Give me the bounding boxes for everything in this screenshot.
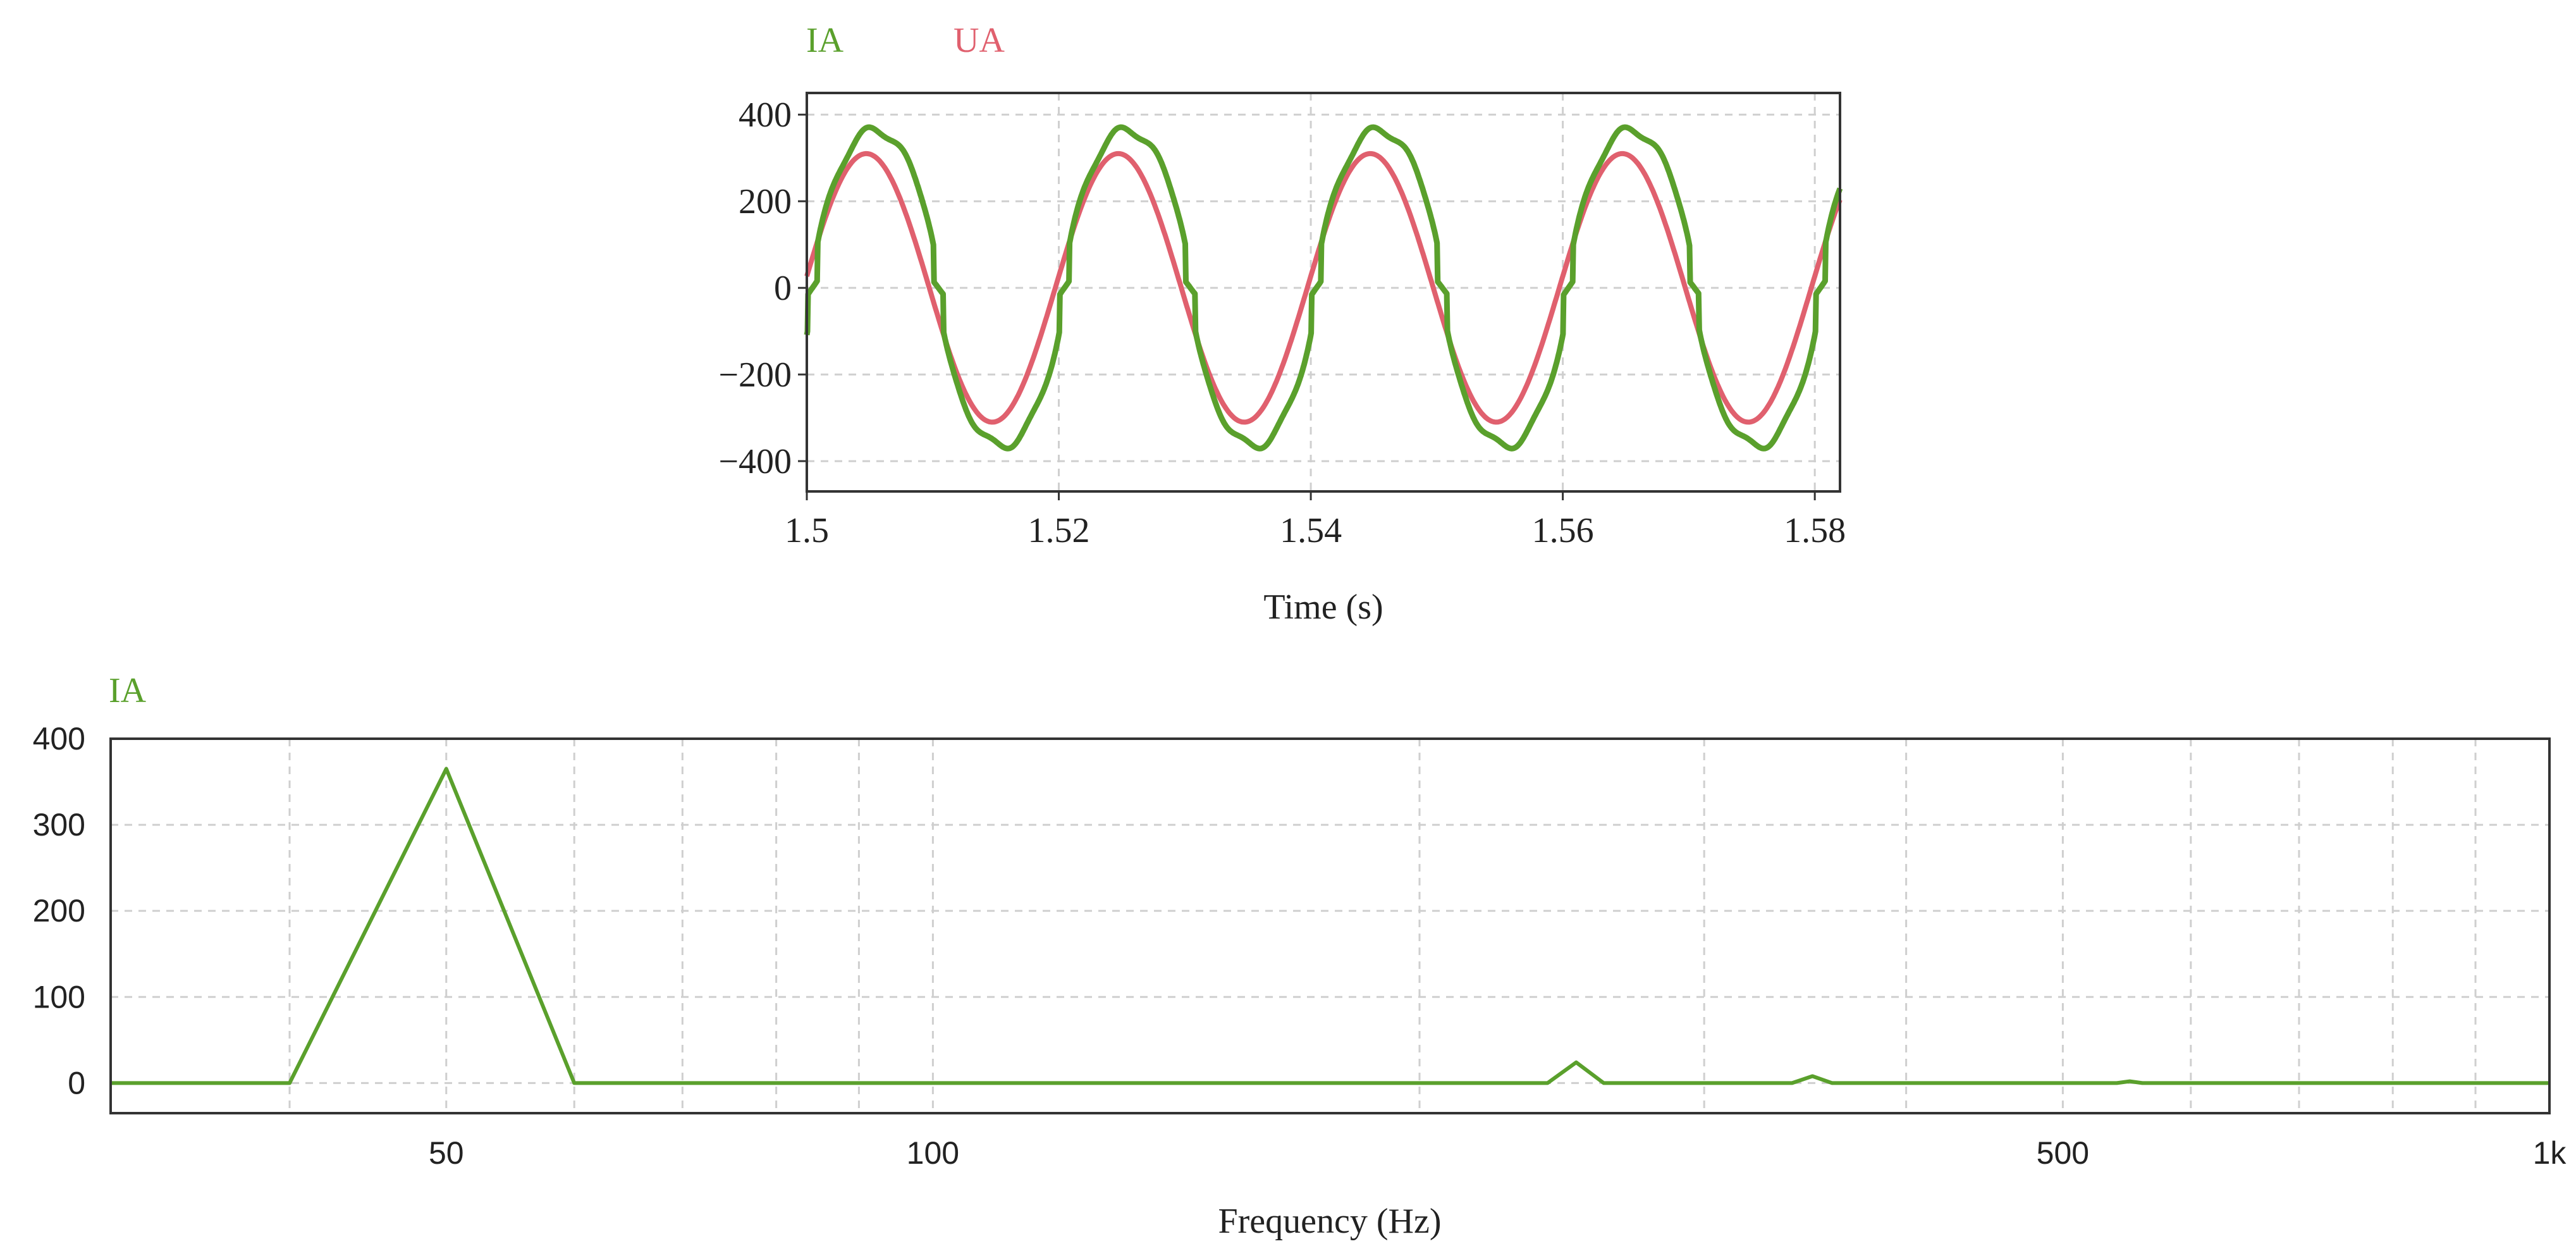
time-chart-series xyxy=(804,124,1843,452)
frequency-axis-title: Frequency (Hz) xyxy=(1218,1202,1442,1241)
spectrum-chart: IA 400 300 200 100 0 50 100 500 1k Frequency (Hz… xyxy=(33,671,2567,1241)
y-tick-label: 100 xyxy=(33,979,85,1014)
spectrum-chart-grid xyxy=(111,737,2549,1113)
y-tick-label: 0 xyxy=(774,269,792,308)
x-tick-label: 50 xyxy=(429,1135,464,1171)
legend-ia-bottom: IA xyxy=(109,671,147,710)
x-tick-label: 1k xyxy=(2533,1135,2567,1171)
y-tick-label: 0 xyxy=(68,1065,85,1101)
spectrum-chart-series xyxy=(111,767,2549,1085)
legend-ia-top: IA xyxy=(806,21,844,60)
x-tick-label: 1.56 xyxy=(1532,511,1594,550)
spectrum-chart-frame xyxy=(109,737,2551,1114)
x-tick-label: 500 xyxy=(2037,1135,2089,1171)
y-tick-label: 200 xyxy=(739,182,792,221)
x-tick-label: 1.5 xyxy=(785,511,829,550)
x-tick-label: 1.54 xyxy=(1280,511,1342,550)
time-chart: IA UA 400 200 0 −200 −400 1.5 1.52 1.54 1.56 1.58… xyxy=(718,21,1846,627)
x-tick-label: 100 xyxy=(907,1135,959,1171)
y-tick-label: 200 xyxy=(33,893,85,928)
time-axis-title: Time (s) xyxy=(1263,588,1383,627)
time-chart-frame xyxy=(806,92,1841,493)
x-tick-label: 1.52 xyxy=(1028,511,1090,550)
y-tick-label: 400 xyxy=(739,96,792,135)
y-tick-label: −200 xyxy=(718,355,792,395)
y-tick-label: 400 xyxy=(33,721,85,756)
x-tick-label: 1.58 xyxy=(1784,511,1846,550)
y-tick-label: −400 xyxy=(718,442,792,481)
legend-ua-top: UA xyxy=(954,21,1005,60)
time-chart-ticks: 400 200 0 −200 −400 1.5 1.52 1.54 1.56 1.58 xyxy=(718,96,1846,550)
ia-spectrum-line xyxy=(111,767,2549,1085)
y-tick-label: 300 xyxy=(33,807,85,842)
spectrum-chart-ticks: 400 300 200 100 0 50 100 500 1k xyxy=(33,721,2567,1171)
ia-series-line xyxy=(804,124,1843,452)
